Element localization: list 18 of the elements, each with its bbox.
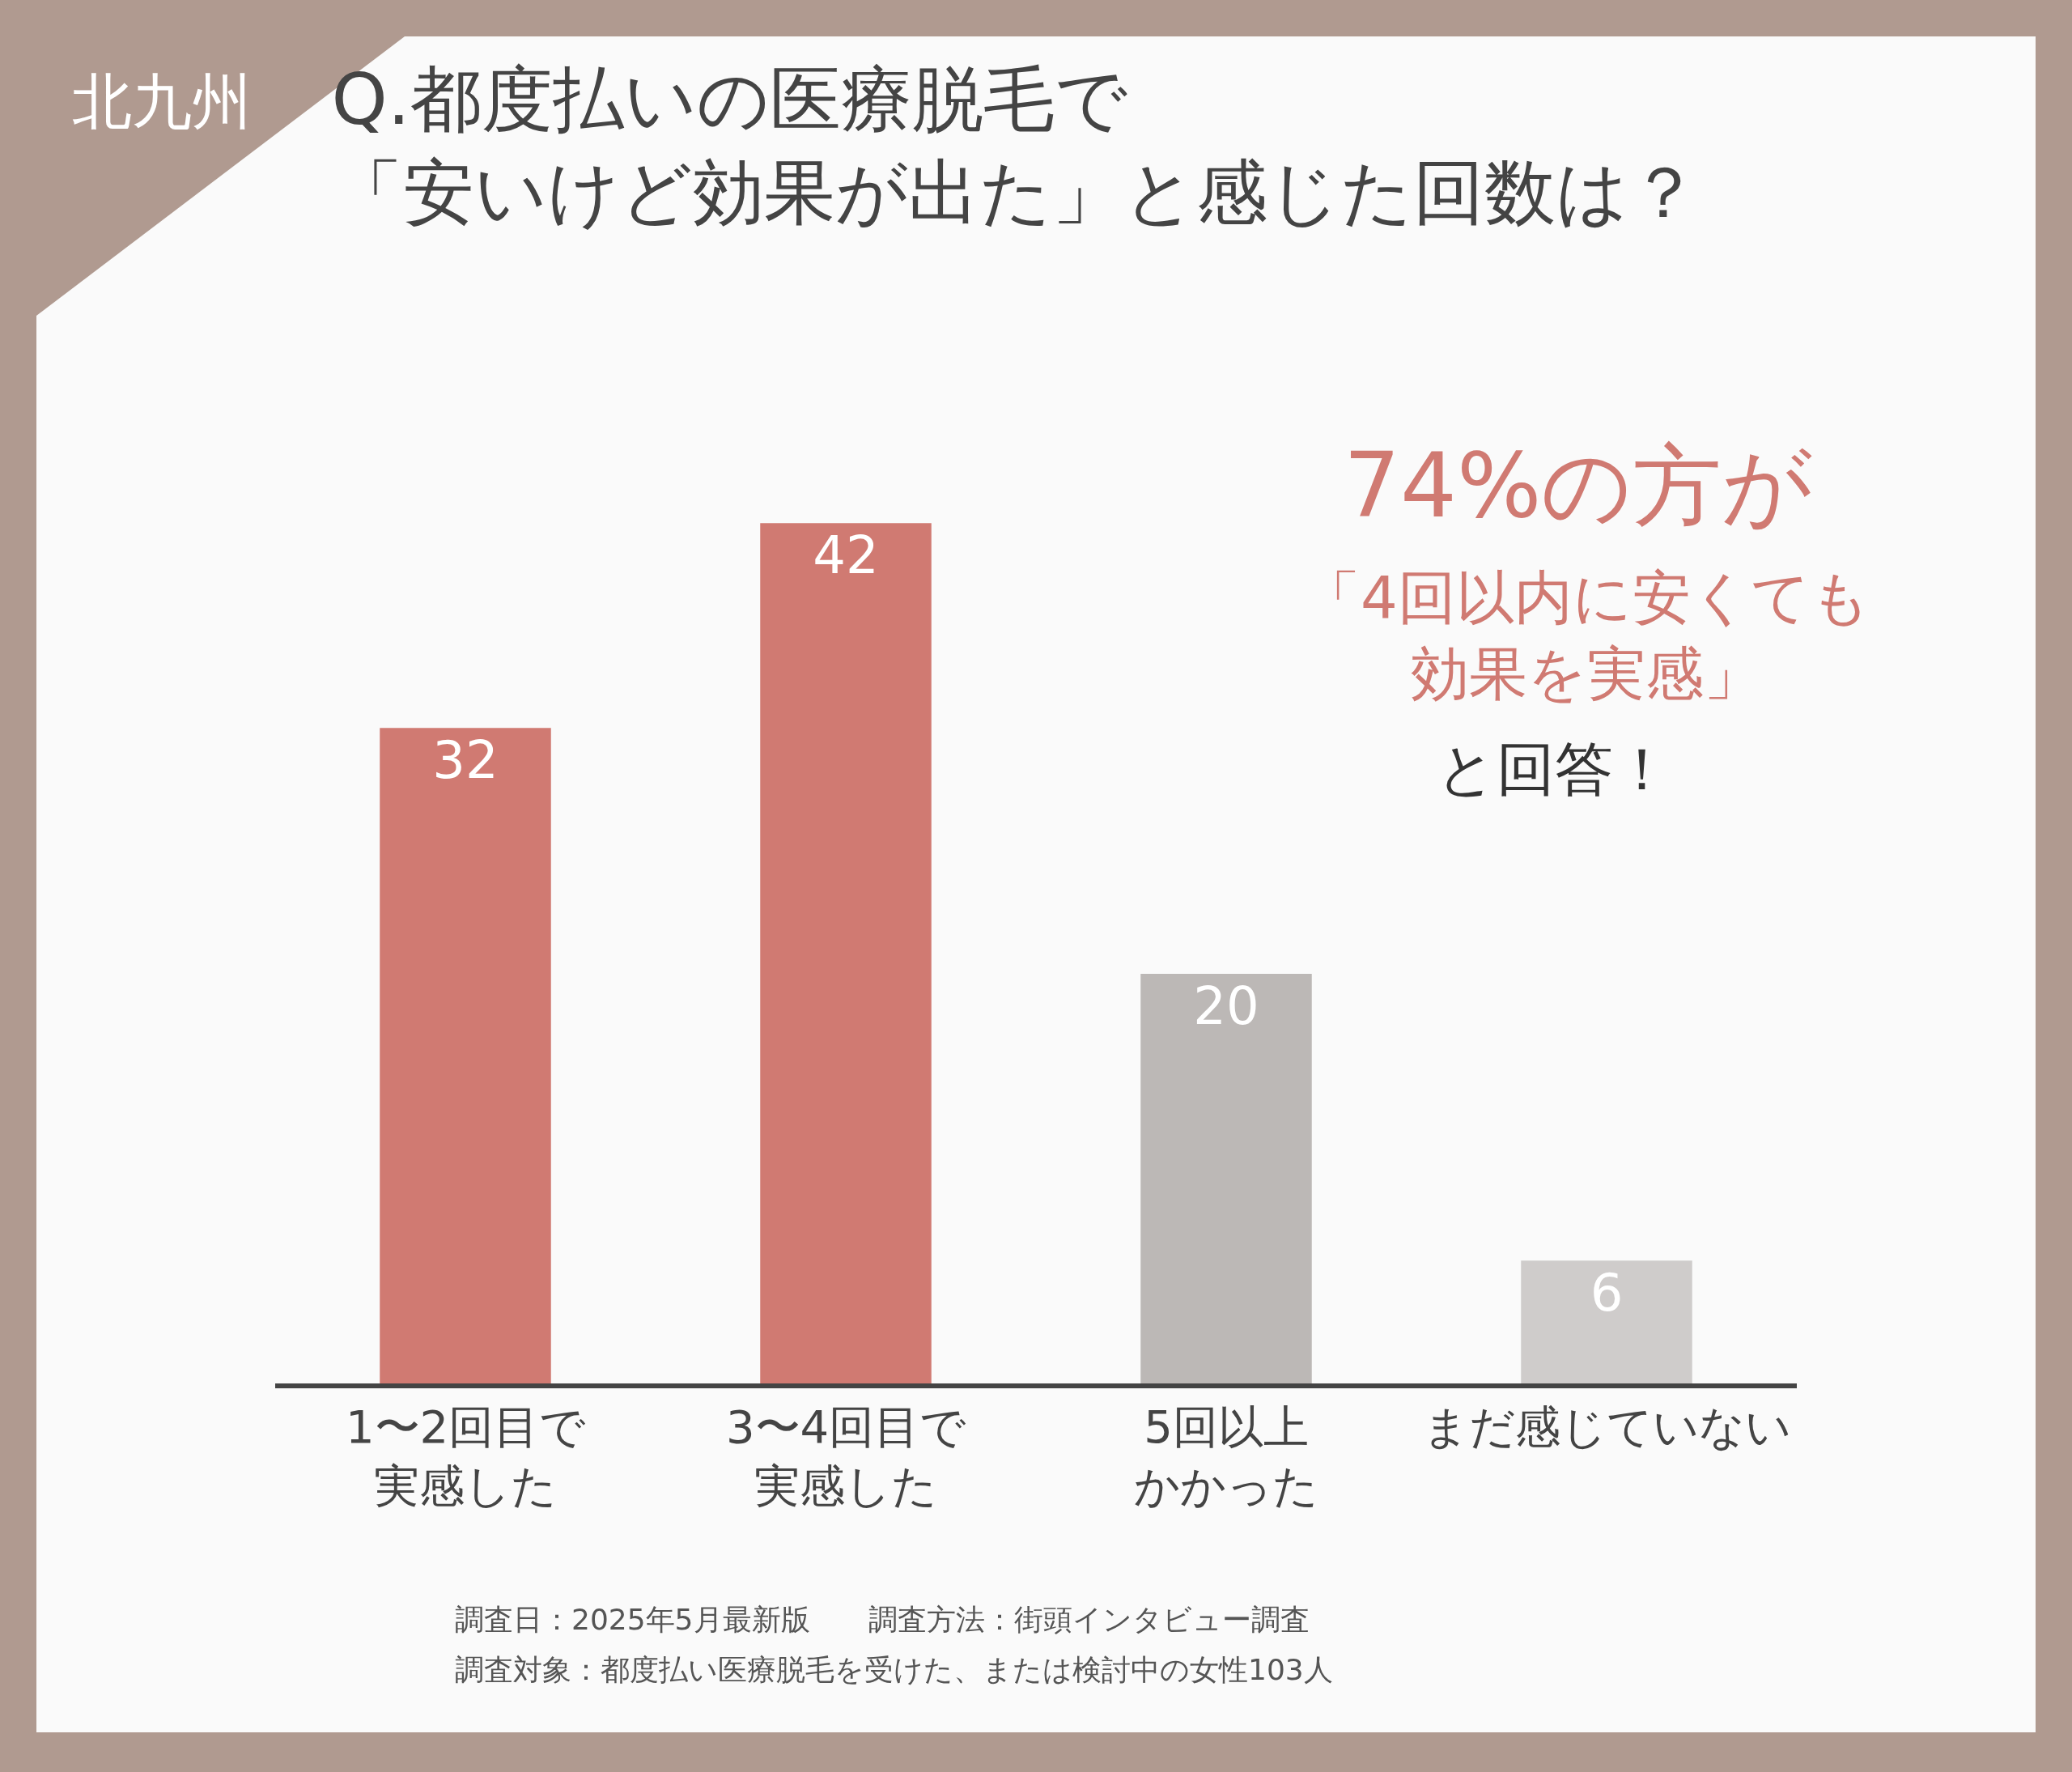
text: 北九州: [72, 66, 252, 136]
annotation: 「4回以内に安くても効果を実感」: [1302, 563, 1870, 708]
annotation: と回答！: [1437, 735, 1671, 803]
annotation: 74%の方が: [1344, 434, 1814, 538]
chart-title: Q.都度払いの医療脱毛で「安いけど効果が出た」と感じた回数は？: [331, 57, 1700, 234]
text: 調査日：2025年5月最新版 調査方法：街頭インタビュー調査: [455, 1603, 1310, 1636]
data-label: 42: [813, 525, 879, 586]
x-tick-label: 3〜4回目で実感した: [725, 1400, 967, 1512]
text: 調査対象：都度払い医療脱毛を受けた、または検討中の女性103人: [455, 1653, 1333, 1686]
x-tick-label: 5回以上かかった: [1134, 1400, 1318, 1512]
data-label: 32: [432, 730, 499, 791]
bar: [380, 728, 551, 1383]
bar: [1140, 973, 1312, 1383]
bar: [1521, 1260, 1692, 1383]
x-tick-label: まだ感じていない: [1422, 1400, 1791, 1454]
bar: [760, 523, 932, 1383]
data-label: 20: [1193, 975, 1259, 1036]
x-tick-label: 1〜2回目で実感した: [345, 1400, 587, 1512]
